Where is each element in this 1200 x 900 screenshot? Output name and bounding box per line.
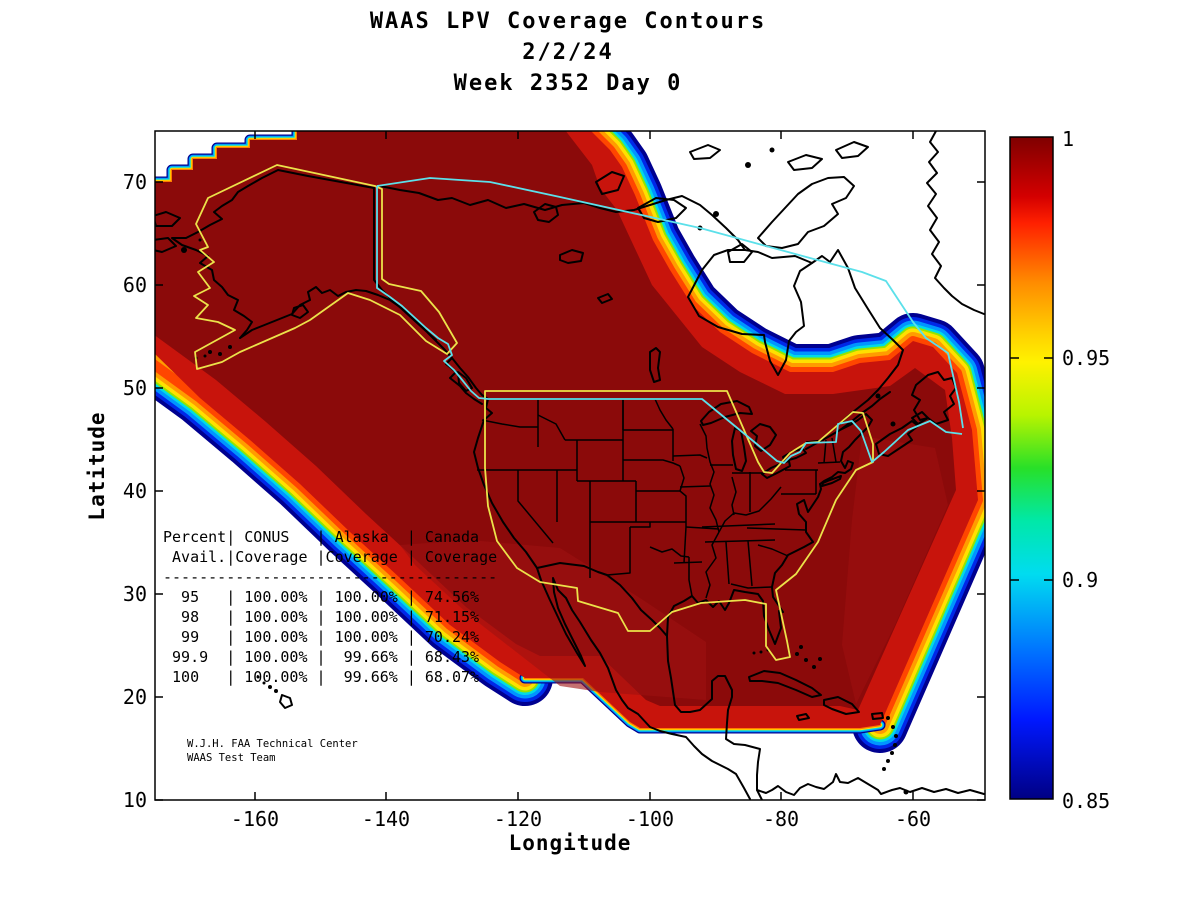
- credit-line-2: WAAS Test Team: [187, 752, 276, 764]
- svg-text:Percent| CONUS | Alaska | C: Percent| CONUS | Alaska | Canada: [163, 528, 479, 546]
- axis-ticks: [155, 131, 985, 801]
- svg-text:-100: -100: [626, 807, 674, 831]
- svg-text:-60: -60: [895, 807, 931, 831]
- svg-text:99.9 | 100.00% | 99.66% | 68: 99.9 | 100.00% | 99.66% | 68.43%: [163, 648, 479, 666]
- state-borders: [477, 398, 841, 599]
- coverage-fill-core: [155, 131, 956, 710]
- svg-text:20: 20: [123, 685, 147, 709]
- colorbar-labels: 1 0.95 0.9 0.85: [1062, 127, 1110, 813]
- svg-text:-120: -120: [494, 807, 542, 831]
- svg-text:-80: -80: [763, 807, 799, 831]
- svg-text:30: 30: [123, 582, 147, 606]
- page-title: WAAS LPV Coverage Contours: [370, 9, 766, 34]
- svg-text:70: 70: [123, 170, 147, 194]
- svg-text:-160: -160: [231, 807, 279, 831]
- svg-text:10: 10: [123, 788, 147, 812]
- svg-text:Avail.|Coverage |Coverage | Co: Avail.|Coverage |Coverage | Coverage: [163, 548, 497, 566]
- axis-tick-labels: -160 -140 -120 -100 -80 -60 70 60 50 40 30 20 10: [123, 170, 931, 831]
- svg-text:40: 40: [123, 479, 147, 503]
- region-boundaries-cyan: [376, 177, 964, 464]
- axes-box: [154, 130, 986, 801]
- svg-text:60: 60: [123, 273, 147, 297]
- plot-area: [155, 131, 985, 800]
- y-axis-label: Latitude: [85, 411, 109, 520]
- svg-text:0.9: 0.9: [1062, 568, 1098, 592]
- region-outlines-yellow: [193, 164, 874, 661]
- svg-text:99 | 100.00% | 100.00% | 70.: 99 | 100.00% | 100.00% | 70.24%: [163, 628, 479, 646]
- x-axis-label: Longitude: [509, 831, 632, 855]
- svg-text:0.85: 0.85: [1062, 789, 1110, 813]
- title-date: 2/2/24: [522, 40, 613, 65]
- interior-patches: [400, 436, 948, 704]
- colorbar-ticks: [1010, 357, 1053, 581]
- coverage-table: Percent| CONUS | Alaska | Canada Avail.|…: [163, 528, 497, 686]
- colorbar: [1010, 137, 1053, 799]
- svg-text:98 | 100.00% | 100.00% | 71.: 98 | 100.00% | 100.00% | 71.15%: [163, 608, 479, 626]
- svg-text:------------------------------: -------------------------------------: [163, 568, 497, 586]
- svg-text:0.95: 0.95: [1062, 346, 1110, 370]
- title-week-day: Week 2352 Day 0: [454, 71, 683, 96]
- island-dots: [181, 147, 909, 795]
- coastlines: [155, 131, 985, 800]
- svg-text:95 | 100.00% | 100.00% | 74.: 95 | 100.00% | 100.00% | 74.56%: [163, 588, 479, 606]
- svg-text:50: 50: [123, 376, 147, 400]
- svg-text:1: 1: [1062, 127, 1074, 151]
- svg-text:-140: -140: [362, 807, 410, 831]
- colorbar-border: [1009, 136, 1054, 800]
- svg-text:100 | 100.00% | 99.66% | 68: 100 | 100.00% | 99.66% | 68.07%: [163, 668, 479, 686]
- credit-line-1: W.J.H. FAA Technical Center: [187, 738, 358, 750]
